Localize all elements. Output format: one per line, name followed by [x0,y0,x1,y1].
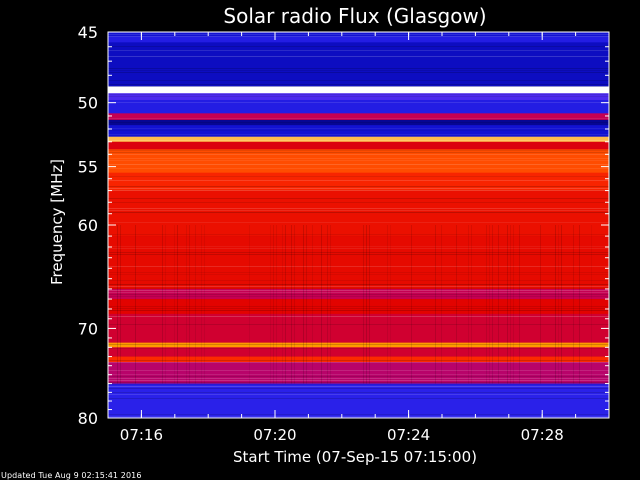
y-tick-label: 80 [78,409,98,428]
frequency-band [108,99,609,114]
x-tick-label: 07:16 [120,426,163,444]
frequency-band [108,313,609,343]
frequency-band [108,42,609,87]
frequency-band [108,362,609,384]
y-tick-label: 45 [78,23,98,42]
frequency-band [108,141,609,150]
frequency-band [108,93,609,101]
y-tick-label: 55 [78,158,98,177]
frequency-band [108,172,609,191]
frequency-band [108,342,609,348]
x-tick-label: 07:20 [253,426,296,444]
x-tick-label: 07:24 [387,426,430,444]
y-axis: 45 50 55 60 70 80 [78,23,609,428]
frequency-band [108,32,609,37]
y-tick-label: 60 [78,216,98,235]
y-tick-label: 50 [78,94,98,113]
frequency-band [108,149,609,173]
x-tick-label: 07:28 [521,426,564,444]
frequency-band [108,347,609,357]
x-axis: 07:16 07:20 07:24 07:28 [120,32,577,444]
y-axis-label: Frequency [MHz] [48,159,66,285]
frequency-band [108,288,609,300]
frequency-band [108,113,609,121]
frequency-band [108,125,609,137]
x-axis-label: Start Time (07-Sep-15 07:15:00) [233,448,477,466]
texture-stripes [108,32,609,417]
frequency-band [108,136,609,143]
plot-area [107,31,610,419]
frequency-band [108,383,609,419]
frequency-band [108,86,609,94]
frequency-band [108,356,609,363]
chart-title: Solar radio Flux (Glasgow) [223,4,486,28]
frequency-band [108,36,609,43]
updated-timestamp: Updated Tue Aug 9 02:15:41 2016 [1,471,142,480]
frequency-band [108,299,609,315]
frequency-band [108,236,609,290]
frequency-band [108,190,609,237]
y-tick-label: 70 [78,319,98,338]
frequency-band [108,119,609,126]
